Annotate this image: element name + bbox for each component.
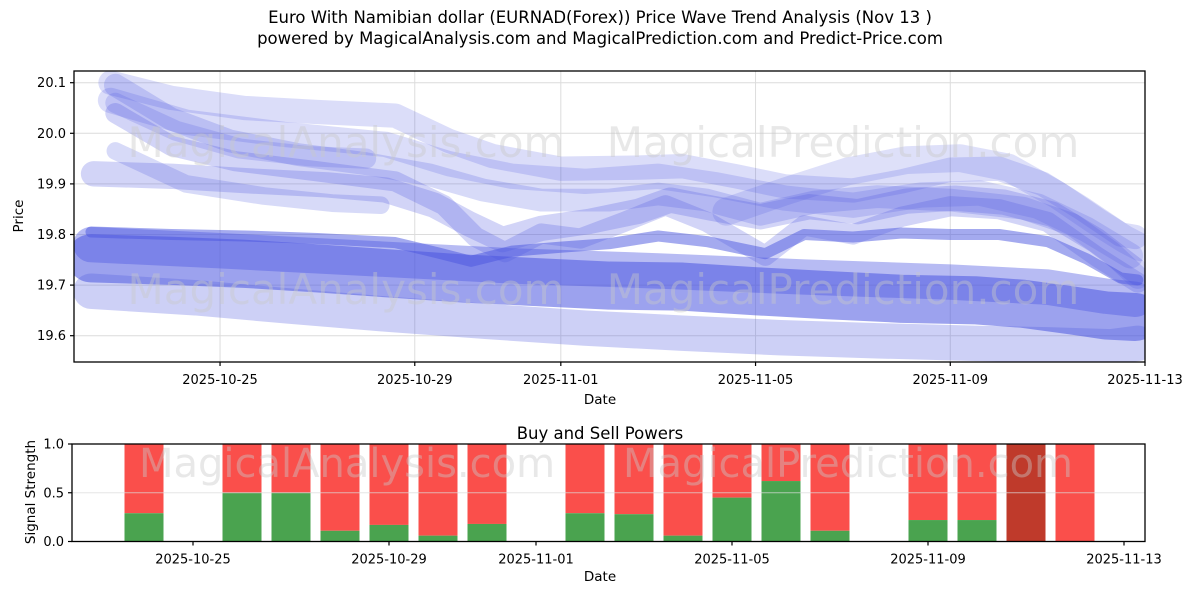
price-ytick-label: 20.0 — [37, 127, 66, 142]
price-wave-band-upper-steep-1 — [104, 73, 1145, 289]
price-xtick-label: 2025-11-13 — [1107, 373, 1183, 388]
watermark-text: MagicalAnalysis.com — [128, 118, 565, 167]
sell-power-bar — [369, 444, 409, 525]
buy-power-bar — [908, 520, 948, 542]
price-ytick-label: 20.1 — [37, 76, 66, 91]
signal-ytick-label: 1.0 — [43, 438, 64, 453]
watermark-text: MagicalPrediction.com — [607, 118, 1080, 167]
buy-power-bar — [222, 492, 262, 542]
price-chart-frame — [73, 70, 1146, 363]
buy-power-bar — [369, 524, 409, 542]
signal-chart-title: Buy and Sell Powers — [516, 424, 684, 443]
price-xtick-label: 2025-11-01 — [523, 373, 599, 388]
sell-power-bar — [712, 444, 752, 498]
signal-xtick-label: 2025-11-13 — [1086, 553, 1162, 568]
price-wave-band-lower-light-band — [74, 273, 1145, 362]
price-chart-xaxis-label: Date — [583, 392, 617, 408]
sell-power-bar — [418, 444, 458, 536]
sell-power-bar — [761, 444, 801, 482]
sell-power-bar — [663, 444, 703, 536]
watermark-text: MagicalPrediction.com — [623, 441, 1073, 487]
price-wave-band-right-hump — [712, 144, 1145, 262]
price-wave-band-left-diagonal-2 — [106, 142, 390, 215]
buy-power-bar — [957, 520, 997, 542]
sell-power-bar — [467, 444, 507, 524]
buy-power-bar — [271, 492, 311, 542]
buy-power-bar — [320, 530, 360, 542]
buy-power-bar — [418, 535, 458, 542]
signal-ytick-label: 0.5 — [43, 486, 64, 501]
buy-power-bar — [663, 535, 703, 542]
price-ytick-label: 19.6 — [37, 329, 66, 344]
buy-power-bar — [614, 514, 654, 542]
price-axis-label: Price — [11, 199, 27, 233]
price-wave-band-main-wide-band — [74, 234, 1145, 342]
signal-axis-label: Signal Strength — [23, 439, 39, 545]
price-wave-band-left-diagonal-1 — [105, 92, 377, 169]
price-xtick-label: 2025-10-29 — [377, 373, 453, 388]
sell-power-bar — [271, 444, 311, 493]
sell-power-bar — [810, 444, 850, 531]
price-ytick-label: 19.7 — [37, 279, 66, 294]
signal-xtick-label: 2025-11-01 — [498, 553, 574, 568]
signal-xtick-label: 2025-11-05 — [694, 553, 770, 568]
buy-power-bar — [712, 497, 752, 542]
watermark-text: MagicalPrediction.com — [607, 265, 1080, 314]
price-wave-band-main-wide-band-2 — [74, 226, 1145, 317]
price-wave-band-mid-band — [80, 161, 1145, 286]
page-title-line1: Euro With Namibian dollar (EURNAD(Forex)… — [268, 8, 932, 27]
sell-power-bar — [957, 444, 997, 521]
buy-power-bar — [124, 513, 164, 542]
buy-power-bar — [810, 530, 850, 542]
signal-xtick-label: 2025-10-29 — [351, 553, 427, 568]
signal-ytick-label: 0.0 — [43, 535, 64, 550]
sell-power-bar — [222, 444, 262, 493]
price-ytick-label: 19.8 — [37, 228, 66, 243]
price-xtick-label: 2025-11-05 — [718, 373, 794, 388]
buy-power-bar — [565, 513, 605, 542]
watermark-text: MagicalAnalysis.com — [128, 265, 565, 314]
price-wave-band-upper-fan-2 — [97, 87, 1144, 269]
price-ytick-label: 19.9 — [37, 177, 66, 192]
signal-xtick-label: 2025-11-09 — [890, 553, 966, 568]
sell-power-bar — [908, 444, 948, 521]
sell-power-bar — [320, 444, 360, 531]
signal-xtick-label: 2025-10-25 — [155, 553, 231, 568]
page-title-line2: powered by MagicalAnalysis.com and Magic… — [257, 29, 943, 48]
watermark-text: MagicalAnalysis.com — [139, 441, 555, 487]
price-xtick-label: 2025-11-09 — [912, 373, 988, 388]
price-wave-band-dark-stripe — [85, 226, 1144, 286]
sell-power-bar — [614, 444, 654, 515]
price-xtick-label: 2025-10-25 — [182, 373, 258, 388]
sell-power-bar — [565, 444, 605, 514]
price-wave-band-upper-fan-1 — [98, 71, 1145, 250]
signal-chart-xaxis-label: Date — [583, 569, 617, 585]
sell-power-bar — [124, 444, 164, 514]
price-wave-bands — [74, 71, 1145, 362]
price-wave-band-upper-steep-2 — [105, 102, 1145, 293]
buy-power-bar — [761, 481, 801, 542]
buy-power-bar — [467, 523, 507, 542]
